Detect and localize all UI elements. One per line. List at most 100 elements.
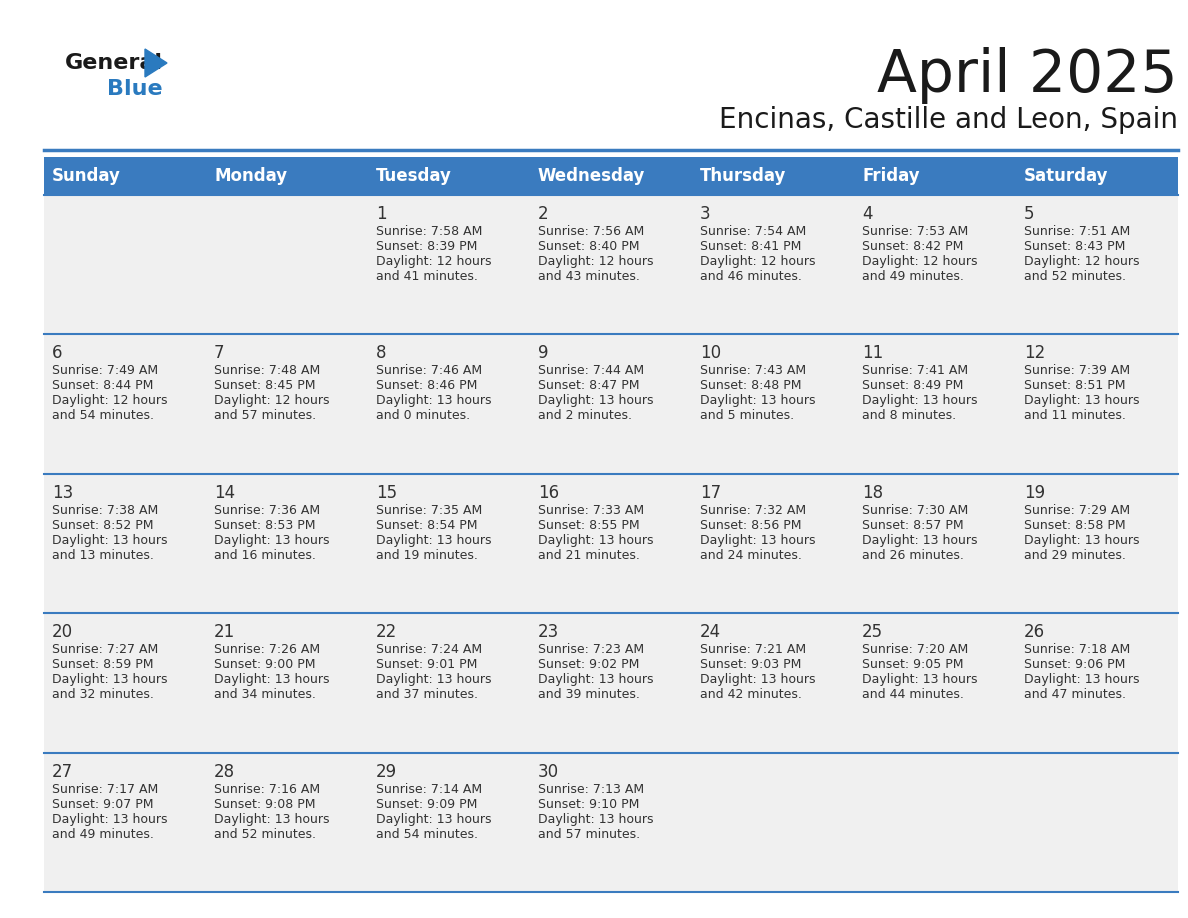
- Text: Daylight: 13 hours: Daylight: 13 hours: [862, 673, 978, 686]
- Text: Sunset: 9:10 PM: Sunset: 9:10 PM: [538, 798, 639, 811]
- Text: Sunset: 9:05 PM: Sunset: 9:05 PM: [862, 658, 963, 671]
- Text: Daylight: 12 hours: Daylight: 12 hours: [538, 255, 653, 268]
- Text: Sunset: 9:03 PM: Sunset: 9:03 PM: [700, 658, 802, 671]
- Text: Sunrise: 7:49 AM: Sunrise: 7:49 AM: [52, 364, 158, 377]
- Text: Sunrise: 7:44 AM: Sunrise: 7:44 AM: [538, 364, 644, 377]
- Text: Encinas, Castille and Leon, Spain: Encinas, Castille and Leon, Spain: [719, 106, 1178, 134]
- Text: Daylight: 13 hours: Daylight: 13 hours: [1024, 533, 1139, 547]
- Text: 7: 7: [214, 344, 225, 363]
- Text: Sunrise: 7:36 AM: Sunrise: 7:36 AM: [214, 504, 320, 517]
- Text: and 37 minutes.: and 37 minutes.: [375, 688, 478, 701]
- Text: Daylight: 13 hours: Daylight: 13 hours: [375, 812, 492, 825]
- Text: Sunrise: 7:54 AM: Sunrise: 7:54 AM: [700, 225, 807, 238]
- Text: Sunrise: 7:14 AM: Sunrise: 7:14 AM: [375, 783, 482, 796]
- Text: Saturday: Saturday: [1024, 167, 1108, 185]
- Text: Daylight: 12 hours: Daylight: 12 hours: [1024, 255, 1139, 268]
- Text: and 54 minutes.: and 54 minutes.: [52, 409, 154, 422]
- Text: Daylight: 13 hours: Daylight: 13 hours: [52, 673, 168, 686]
- Text: Sunset: 8:56 PM: Sunset: 8:56 PM: [700, 519, 802, 532]
- Text: Daylight: 13 hours: Daylight: 13 hours: [862, 533, 978, 547]
- Text: 25: 25: [862, 623, 883, 641]
- Text: and 13 minutes.: and 13 minutes.: [52, 549, 154, 562]
- Text: Daylight: 12 hours: Daylight: 12 hours: [700, 255, 815, 268]
- Text: Wednesday: Wednesday: [538, 167, 645, 185]
- Text: 9: 9: [538, 344, 549, 363]
- Text: and 19 minutes.: and 19 minutes.: [375, 549, 478, 562]
- Text: 17: 17: [700, 484, 721, 502]
- Text: Daylight: 13 hours: Daylight: 13 hours: [214, 673, 329, 686]
- Text: Sunrise: 7:20 AM: Sunrise: 7:20 AM: [862, 644, 968, 656]
- Bar: [44, 157, 1178, 195]
- Text: Daylight: 13 hours: Daylight: 13 hours: [214, 812, 329, 825]
- Text: Sunset: 8:43 PM: Sunset: 8:43 PM: [1024, 240, 1125, 253]
- Text: Daylight: 13 hours: Daylight: 13 hours: [538, 533, 653, 547]
- Text: Sunset: 8:52 PM: Sunset: 8:52 PM: [52, 519, 153, 532]
- Bar: [44, 613, 1178, 753]
- Text: General: General: [65, 53, 163, 73]
- Text: Daylight: 13 hours: Daylight: 13 hours: [214, 533, 329, 547]
- Text: and 26 minutes.: and 26 minutes.: [862, 549, 963, 562]
- Text: 6: 6: [52, 344, 63, 363]
- Text: 4: 4: [862, 205, 872, 223]
- Text: Sunrise: 7:16 AM: Sunrise: 7:16 AM: [214, 783, 320, 796]
- Text: Sunrise: 7:21 AM: Sunrise: 7:21 AM: [700, 644, 807, 656]
- Text: 12: 12: [1024, 344, 1045, 363]
- Text: and 8 minutes.: and 8 minutes.: [862, 409, 956, 422]
- Text: Daylight: 13 hours: Daylight: 13 hours: [375, 673, 492, 686]
- Text: 5: 5: [1024, 205, 1035, 223]
- Text: 20: 20: [52, 623, 74, 641]
- Text: Blue: Blue: [107, 79, 163, 99]
- Text: Daylight: 13 hours: Daylight: 13 hours: [52, 533, 168, 547]
- Text: Sunrise: 7:39 AM: Sunrise: 7:39 AM: [1024, 364, 1130, 377]
- Text: 18: 18: [862, 484, 883, 502]
- Text: Sunrise: 7:17 AM: Sunrise: 7:17 AM: [52, 783, 158, 796]
- Text: 11: 11: [862, 344, 883, 363]
- Text: and 52 minutes.: and 52 minutes.: [1024, 270, 1126, 283]
- Text: Sunset: 9:09 PM: Sunset: 9:09 PM: [375, 798, 478, 811]
- Text: Daylight: 13 hours: Daylight: 13 hours: [1024, 395, 1139, 408]
- Text: and 57 minutes.: and 57 minutes.: [214, 409, 316, 422]
- Text: Sunset: 8:48 PM: Sunset: 8:48 PM: [700, 379, 802, 392]
- Text: Sunset: 8:58 PM: Sunset: 8:58 PM: [1024, 519, 1125, 532]
- Text: and 34 minutes.: and 34 minutes.: [214, 688, 316, 701]
- Text: Sunset: 8:46 PM: Sunset: 8:46 PM: [375, 379, 478, 392]
- Text: Sunset: 9:07 PM: Sunset: 9:07 PM: [52, 798, 153, 811]
- Text: and 24 minutes.: and 24 minutes.: [700, 549, 802, 562]
- Text: 29: 29: [375, 763, 397, 780]
- Text: Sunset: 9:06 PM: Sunset: 9:06 PM: [1024, 658, 1125, 671]
- Text: Sunset: 8:42 PM: Sunset: 8:42 PM: [862, 240, 963, 253]
- Text: 24: 24: [700, 623, 721, 641]
- Text: Sunset: 8:57 PM: Sunset: 8:57 PM: [862, 519, 963, 532]
- Text: and 52 minutes.: and 52 minutes.: [214, 828, 316, 841]
- Text: 19: 19: [1024, 484, 1045, 502]
- Text: 2: 2: [538, 205, 549, 223]
- Text: and 39 minutes.: and 39 minutes.: [538, 688, 640, 701]
- Text: Sunset: 8:53 PM: Sunset: 8:53 PM: [214, 519, 316, 532]
- Text: Sunset: 8:55 PM: Sunset: 8:55 PM: [538, 519, 639, 532]
- Text: Sunrise: 7:53 AM: Sunrise: 7:53 AM: [862, 225, 968, 238]
- Text: Sunrise: 7:29 AM: Sunrise: 7:29 AM: [1024, 504, 1130, 517]
- Text: and 47 minutes.: and 47 minutes.: [1024, 688, 1126, 701]
- Text: and 54 minutes.: and 54 minutes.: [375, 828, 478, 841]
- Text: and 49 minutes.: and 49 minutes.: [52, 828, 154, 841]
- Text: Sunset: 9:01 PM: Sunset: 9:01 PM: [375, 658, 478, 671]
- Text: 8: 8: [375, 344, 386, 363]
- Text: Sunset: 8:39 PM: Sunset: 8:39 PM: [375, 240, 478, 253]
- Text: 15: 15: [375, 484, 397, 502]
- Text: and 2 minutes.: and 2 minutes.: [538, 409, 632, 422]
- Text: Sunset: 9:08 PM: Sunset: 9:08 PM: [214, 798, 316, 811]
- Text: Sunrise: 7:43 AM: Sunrise: 7:43 AM: [700, 364, 807, 377]
- Bar: [44, 195, 1178, 334]
- Text: Monday: Monday: [214, 167, 287, 185]
- Text: Sunset: 8:59 PM: Sunset: 8:59 PM: [52, 658, 153, 671]
- Bar: [44, 474, 1178, 613]
- Text: and 42 minutes.: and 42 minutes.: [700, 688, 802, 701]
- Text: 30: 30: [538, 763, 560, 780]
- Text: and 41 minutes.: and 41 minutes.: [375, 270, 478, 283]
- Text: Sunrise: 7:41 AM: Sunrise: 7:41 AM: [862, 364, 968, 377]
- Text: Tuesday: Tuesday: [375, 167, 451, 185]
- Text: 14: 14: [214, 484, 235, 502]
- Text: Sunrise: 7:27 AM: Sunrise: 7:27 AM: [52, 644, 158, 656]
- Text: Sunrise: 7:26 AM: Sunrise: 7:26 AM: [214, 644, 320, 656]
- Text: Sunrise: 7:30 AM: Sunrise: 7:30 AM: [862, 504, 968, 517]
